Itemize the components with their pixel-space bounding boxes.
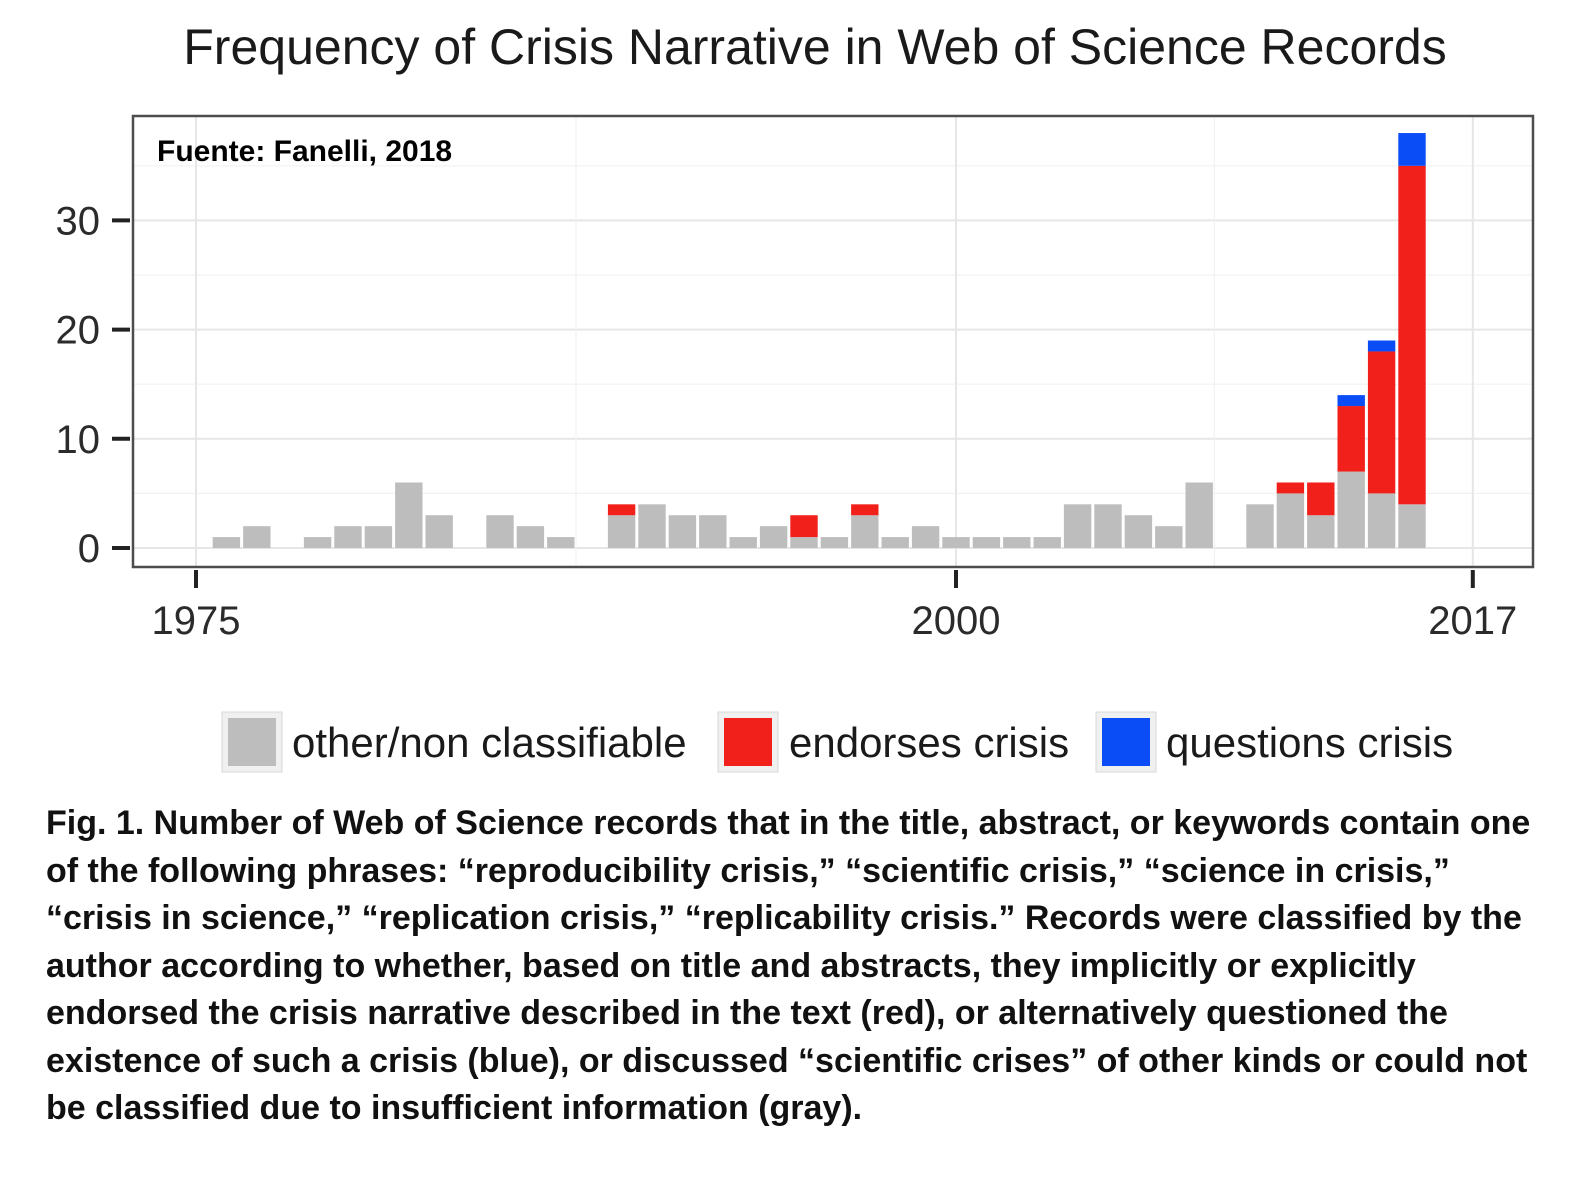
bars: [212, 133, 1426, 548]
legend: other/non classifiable endorses crisis que…: [221, 711, 1453, 773]
x-axis: 1975 2000 2017: [152, 570, 1517, 643]
bar-other-non-classifiable-1998: [881, 537, 909, 548]
chart: Frequency of Crisis Narrative in Web of …: [56, 19, 1535, 773]
bar-other-non-classifiable-2015: [1398, 504, 1426, 548]
plot-border: [131, 114, 1535, 569]
bar-endorses-crisis-1989: [607, 504, 636, 516]
bar-other-non-classifiable-2012: [1307, 515, 1335, 548]
figure-caption: Fig. 1. Number of Web of Science records…: [46, 804, 1531, 1127]
bar-other-non-classifiable-1980: [334, 526, 362, 548]
chart-title: Frequency of Crisis Narrative in Web of …: [183, 19, 1446, 75]
legend-label: other/non classifiable: [292, 719, 687, 766]
bar-other-non-classifiable-1979: [303, 537, 332, 548]
y-tick-label: 10: [56, 418, 101, 462]
legend-label: questions crisis: [1166, 719, 1453, 766]
bar-questions-crisis-2014: [1367, 340, 1396, 352]
bar-endorses-crisis-2014: [1367, 351, 1396, 494]
bar-other-non-classifiable-1997: [851, 515, 879, 548]
bar-questions-crisis-2013: [1337, 395, 1365, 407]
legend-swatch: [724, 718, 772, 766]
bar-other-non-classifiable-1982: [395, 482, 423, 548]
bar-other-non-classifiable-1992: [699, 515, 727, 548]
legend-swatch: [228, 718, 276, 766]
y-tick-label: 20: [56, 309, 101, 353]
bar-endorses-crisis-2012: [1307, 482, 1335, 516]
bar-other-non-classifiable-1983: [425, 515, 453, 548]
bar-other-non-classifiable-2003: [1033, 537, 1061, 548]
legend-swatch: [1102, 718, 1150, 766]
bar-other-non-classifiable-2002: [1003, 537, 1031, 548]
bar-other-non-classifiable-1996: [820, 537, 849, 548]
bar-other-non-classifiable-2006: [1124, 515, 1153, 548]
bar-endorses-crisis-2011: [1276, 482, 1305, 494]
x-tick-label: 1975: [152, 599, 241, 643]
bar-other-non-classifiable-1994: [759, 526, 788, 548]
y-tick-label: 0: [78, 527, 100, 571]
bar-other-non-classifiable-2000: [942, 537, 970, 548]
y-tick-label: 30: [56, 199, 101, 243]
grid: [133, 116, 1533, 567]
bar-questions-crisis-2015: [1398, 133, 1426, 166]
bar-other-non-classifiable-1986: [516, 526, 545, 548]
bar-other-non-classifiable-1985: [486, 515, 514, 548]
bar-other-non-classifiable-2001: [972, 537, 1001, 548]
bar-other-non-classifiable-1989: [607, 515, 636, 548]
bar-endorses-crisis-1995: [790, 515, 818, 538]
bar-other-non-classifiable-2010: [1246, 504, 1274, 548]
bar-other-non-classifiable-1981: [364, 526, 393, 548]
bar-other-non-classifiable-1993: [729, 537, 757, 548]
bar-other-non-classifiable-2008: [1185, 482, 1213, 548]
bar-other-non-classifiable-2004: [1063, 504, 1092, 548]
bar-other-non-classifiable-1976: [212, 537, 241, 548]
bar-endorses-crisis-1997: [851, 504, 879, 516]
legend-label: endorses crisis: [789, 719, 1069, 766]
bar-other-non-classifiable-1999: [911, 526, 940, 548]
bar-other-non-classifiable-2007: [1155, 526, 1183, 548]
bar-other-non-classifiable-1990: [638, 504, 666, 548]
bar-other-non-classifiable-2013: [1337, 471, 1365, 548]
bar-other-non-classifiable-1995: [790, 537, 818, 548]
bar-other-non-classifiable-2014: [1367, 493, 1396, 548]
x-tick-label: 2000: [912, 599, 1001, 643]
source-annotation: Fuente: Fanelli, 2018: [157, 135, 452, 168]
x-tick-label: 2017: [1428, 599, 1517, 643]
bar-other-non-classifiable-1977: [243, 526, 271, 548]
bar-other-non-classifiable-1991: [668, 515, 697, 548]
bar-other-non-classifiable-2005: [1094, 504, 1122, 548]
bar-endorses-crisis-2015: [1398, 165, 1426, 505]
y-axis: 0 10 20 30: [56, 199, 130, 571]
bar-endorses-crisis-2013: [1337, 406, 1365, 472]
bar-other-non-classifiable-2011: [1276, 493, 1305, 548]
bar-other-non-classifiable-1987: [547, 537, 575, 548]
